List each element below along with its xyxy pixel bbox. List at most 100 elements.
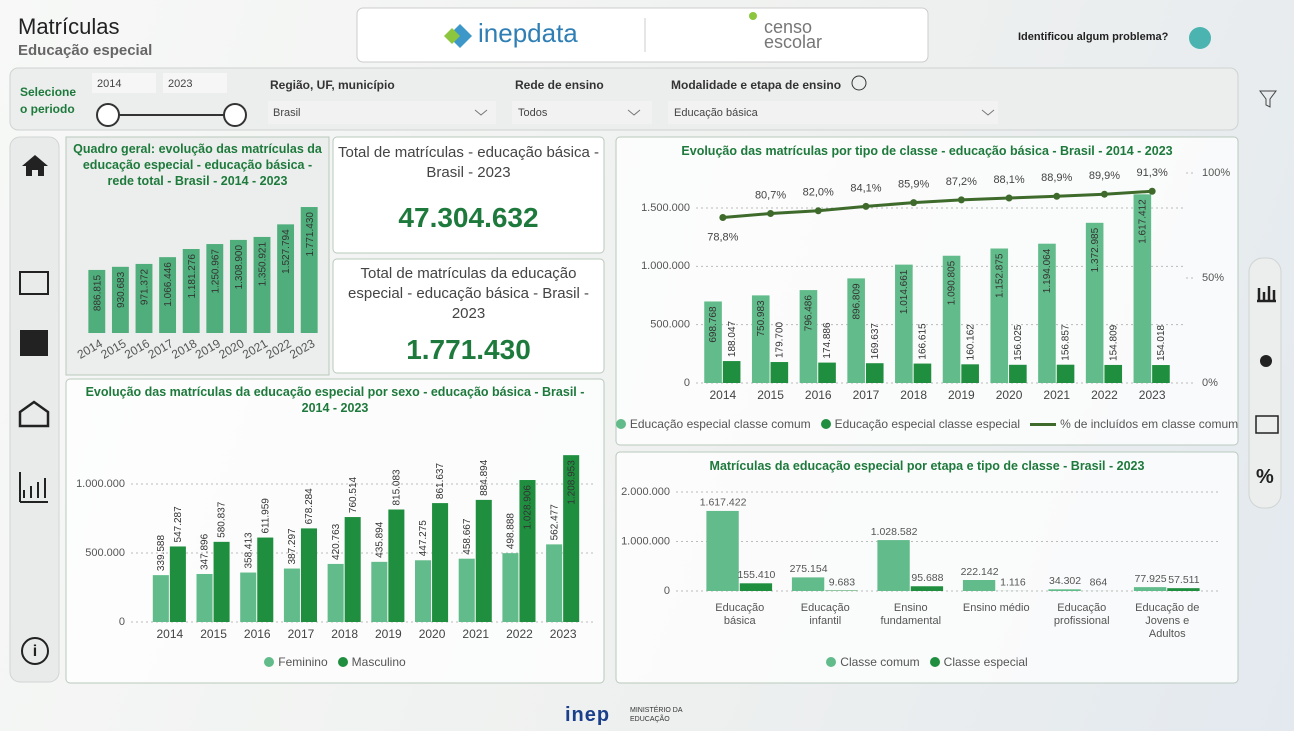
x-tick-label: Educação básica (715, 602, 765, 627)
data-label: 1.617.412 (1137, 199, 1148, 244)
y2-tick-label: 50% (1202, 272, 1224, 284)
data-label: 1.090.805 (947, 260, 958, 305)
clear-filter-icon[interactable] (1259, 90, 1277, 108)
data-label: 78,8% (707, 231, 738, 243)
data-label: 91,3% (1137, 167, 1168, 179)
info-icon[interactable] (851, 75, 867, 91)
filter-value[interactable]: Todos (518, 107, 548, 119)
x-tick-label: 2020 (419, 627, 446, 641)
school-icon[interactable] (18, 400, 50, 428)
legend-swatch (826, 657, 837, 667)
bar (475, 499, 492, 622)
legend-label: Feminino (278, 655, 328, 669)
input[interactable] (163, 73, 227, 93)
data-label: 160.162 (965, 324, 976, 361)
x-tick-label: Ensino fundamental (880, 602, 942, 627)
data-label: 9.683 (829, 576, 855, 588)
bar (159, 257, 177, 333)
data-label: 930.683 (116, 271, 127, 308)
filter-value[interactable]: Educação básica (674, 107, 758, 119)
filter-value[interactable]: 2014 (97, 78, 122, 90)
bar (371, 561, 388, 622)
data-label: 547.287 (173, 506, 184, 543)
filter-value[interactable]: Brasil (273, 107, 301, 119)
data-label: 339.588 (156, 535, 167, 572)
access-icon[interactable] (1255, 415, 1279, 434)
data-label: 1.116 (1000, 577, 1026, 589)
panel (332, 136, 605, 254)
bar (942, 255, 961, 383)
y-tick-label: 500.000 (650, 319, 690, 331)
bar (847, 278, 865, 383)
legend-label: % de incluídos em classe comum (1060, 417, 1239, 431)
y-tick-label: 2.000.000 (621, 486, 670, 498)
legend-swatch (615, 419, 626, 429)
logo-icon (444, 28, 460, 44)
teacher-icon[interactable] (20, 330, 48, 356)
class-icon[interactable] (19, 271, 49, 295)
kpi-label: Total de matrículas da educação especial… (348, 265, 589, 322)
data-label: 1.308.900 (234, 244, 245, 289)
data-label: 750.983 (756, 300, 767, 337)
dropdown[interactable] (512, 101, 652, 124)
data-label: 815.083 (392, 469, 403, 506)
dropdown[interactable] (668, 101, 998, 124)
page-subtitle: Educação especial (18, 42, 153, 59)
input[interactable] (92, 73, 156, 93)
help-icon[interactable] (1189, 27, 1211, 49)
data-label: 188.047 (727, 320, 738, 357)
legend: Classe comum Classe especial (616, 655, 1238, 669)
legend-label: Educação especial classe comum (629, 417, 811, 431)
legend-item: Classe comum (826, 655, 920, 669)
report-link[interactable]: Identificou algum problema? (1018, 31, 1169, 43)
info-icon[interactable] (21, 637, 49, 665)
home-icon[interactable] (22, 155, 48, 176)
data-label: 896.809 (851, 283, 862, 320)
bar (1152, 365, 1170, 383)
bar (1133, 194, 1152, 383)
x-tick-label: 2014 (709, 388, 736, 402)
bar (962, 580, 996, 591)
filter-label: Selecione o periodo (20, 85, 77, 116)
x-tick-label: 2022 (506, 627, 533, 641)
data-label: 1.372.985 (1090, 227, 1101, 272)
data-label: 562.477 (549, 504, 560, 541)
line-point (719, 214, 727, 222)
data-label: 169.637 (870, 323, 881, 360)
slider-handle[interactable] (96, 103, 120, 127)
bar-icon[interactable] (1257, 286, 1276, 303)
y-tick-label: 0 (684, 377, 690, 389)
data-label: 57.511 (1168, 574, 1199, 586)
bar (865, 363, 884, 383)
data-label: 886.815 (92, 275, 103, 312)
legend-label: Educação especial classe especial (834, 417, 1021, 431)
x-tick-label: Educação de Jovens e Adultos (1135, 602, 1200, 640)
bar (910, 586, 944, 591)
bar (1038, 243, 1056, 383)
bar (799, 290, 818, 383)
x-tick-label: 2019 (375, 627, 402, 641)
filter-value[interactable]: 2023 (168, 78, 193, 90)
percent-icon[interactable]: % (1256, 466, 1274, 488)
people-icon[interactable] (1260, 355, 1272, 367)
line-point (910, 199, 918, 207)
footer-ministry: MINISTÉRIO DA EDUCAÇÃO (630, 707, 683, 723)
legend-swatch (820, 419, 831, 429)
chart-title: Matrículas da educação especial por etap… (709, 459, 1145, 473)
bar (277, 224, 295, 333)
chart-icon[interactable] (19, 472, 48, 503)
line-point (814, 207, 822, 215)
x-tick-label: 2022 (1091, 388, 1118, 402)
bar (111, 266, 129, 333)
bar (961, 364, 979, 383)
bar (751, 295, 770, 383)
data-label: 796.486 (804, 295, 815, 332)
bar (344, 517, 361, 622)
x-tick-label: Educação infantil (800, 602, 850, 627)
bar (152, 575, 169, 622)
y-tick-label: 1.000.000 (621, 535, 670, 547)
line-point (1148, 187, 1156, 195)
slider-handle[interactable] (223, 103, 247, 127)
dropdown[interactable] (268, 101, 496, 124)
